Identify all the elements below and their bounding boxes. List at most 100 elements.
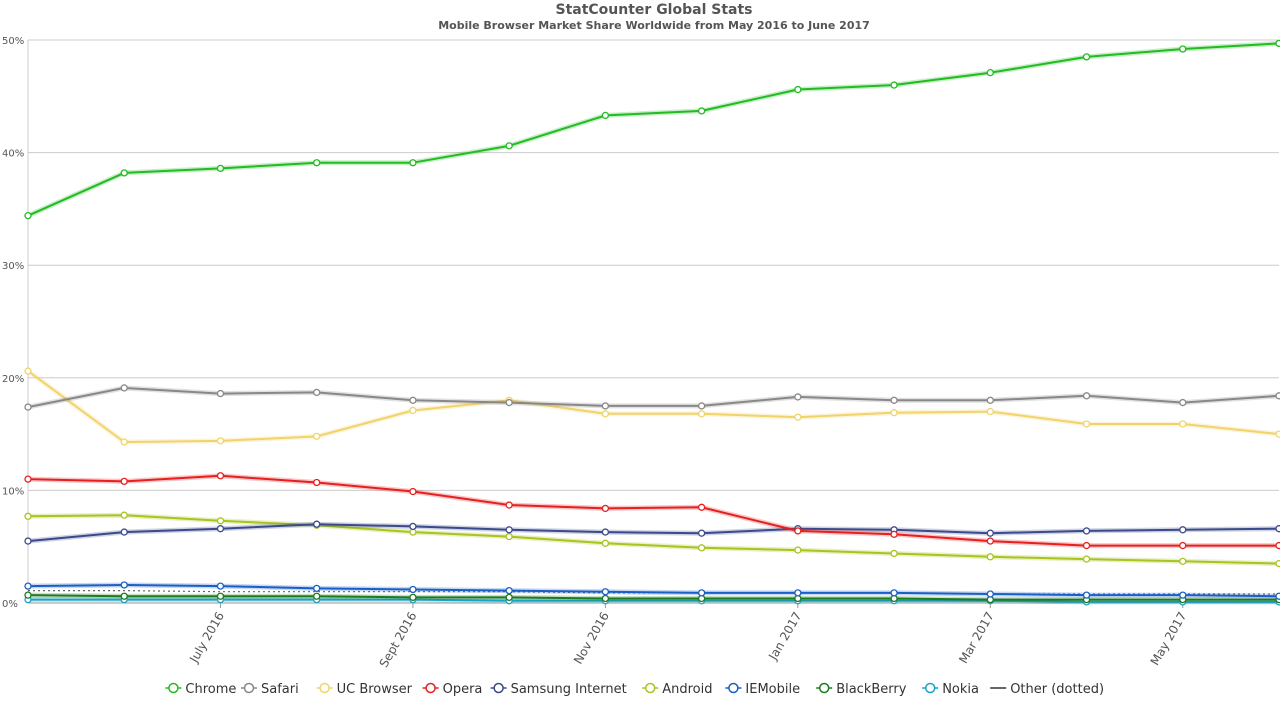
data-point[interactable] [24, 212, 32, 220]
data-point[interactable] [890, 530, 898, 538]
data-point[interactable] [216, 437, 225, 445]
data-point[interactable] [1179, 420, 1187, 428]
data-point[interactable] [120, 528, 128, 536]
data-point[interactable] [505, 142, 513, 150]
data-point[interactable] [1275, 559, 1280, 568]
data-point[interactable] [120, 511, 128, 519]
data-point[interactable] [409, 522, 417, 531]
data-point[interactable] [313, 388, 321, 397]
data-point[interactable] [794, 413, 802, 421]
legend-item-opera[interactable]: Opera [422, 682, 483, 697]
data-point[interactable] [1179, 541, 1187, 550]
data-point[interactable] [216, 582, 225, 590]
legend-item-samsung-internet[interactable]: Samsung Internet [490, 682, 627, 697]
data-point[interactable] [313, 584, 321, 593]
legend-item-safari[interactable]: Safari [241, 682, 299, 697]
legend-item-uc-browser[interactable]: UC Browser [316, 682, 413, 697]
data-point[interactable] [601, 528, 610, 536]
data-point[interactable] [120, 169, 128, 177]
data-point[interactable] [216, 592, 225, 600]
data-point[interactable] [120, 477, 128, 486]
data-point[interactable] [409, 396, 417, 404]
data-point[interactable] [601, 539, 610, 547]
data-point[interactable] [120, 581, 128, 589]
data-point[interactable] [1179, 557, 1187, 565]
data-point[interactable] [1275, 541, 1280, 550]
data-point[interactable] [1082, 527, 1091, 535]
data-point[interactable] [313, 520, 321, 528]
data-point[interactable] [986, 407, 994, 416]
data-point[interactable] [24, 591, 32, 599]
data-point[interactable] [1082, 420, 1091, 428]
data-point[interactable] [24, 582, 32, 590]
data-point[interactable] [1082, 53, 1091, 61]
data-point[interactable] [697, 544, 706, 552]
data-point[interactable] [986, 537, 994, 545]
data-point[interactable] [794, 589, 802, 597]
data-point[interactable] [1179, 45, 1187, 53]
data-point[interactable] [601, 588, 610, 596]
data-point[interactable] [409, 406, 417, 415]
data-point[interactable] [409, 593, 417, 602]
data-point[interactable] [794, 393, 802, 401]
data-point[interactable] [1275, 430, 1280, 438]
legend-item-nokia[interactable]: Nokia [922, 682, 979, 697]
legend-item-chrome[interactable]: Chrome [165, 682, 236, 697]
data-point[interactable] [601, 111, 610, 120]
data-point[interactable] [505, 586, 513, 595]
data-point[interactable] [1082, 392, 1091, 400]
data-point[interactable] [216, 164, 225, 173]
data-point[interactable] [1275, 39, 1280, 48]
data-point[interactable] [1082, 555, 1091, 563]
data-point[interactable] [505, 532, 513, 541]
data-point[interactable] [697, 402, 706, 410]
data-point[interactable] [1082, 541, 1091, 550]
data-point[interactable] [24, 512, 32, 520]
data-point[interactable] [890, 589, 898, 597]
data-point[interactable] [313, 592, 321, 600]
data-point[interactable] [1275, 592, 1280, 600]
data-point[interactable] [216, 389, 225, 398]
data-point[interactable] [890, 396, 898, 404]
data-point[interactable] [1082, 591, 1091, 599]
data-point[interactable] [986, 529, 994, 537]
data-point[interactable] [409, 585, 417, 594]
legend-item-android[interactable]: Android [642, 682, 712, 697]
data-point[interactable] [409, 487, 417, 496]
data-point[interactable] [601, 594, 610, 603]
data-point[interactable] [313, 159, 321, 167]
data-point[interactable] [890, 409, 898, 417]
data-point[interactable] [601, 504, 610, 513]
data-point[interactable] [216, 525, 225, 533]
data-point[interactable] [986, 553, 994, 561]
data-point[interactable] [505, 593, 513, 602]
data-point[interactable] [313, 432, 321, 441]
data-point[interactable] [986, 396, 994, 404]
data-point[interactable] [505, 526, 513, 534]
data-point[interactable] [505, 501, 513, 509]
legend-item-iemobile[interactable]: IEMobile [725, 682, 800, 697]
data-point[interactable] [1179, 398, 1187, 407]
data-point[interactable] [505, 398, 513, 407]
data-point[interactable] [697, 107, 706, 115]
data-point[interactable] [1179, 526, 1187, 534]
data-point[interactable] [24, 403, 32, 411]
data-point[interactable] [697, 503, 706, 511]
data-point[interactable] [697, 529, 706, 537]
data-point[interactable] [24, 537, 32, 545]
data-point[interactable] [120, 592, 128, 600]
data-point[interactable] [986, 69, 994, 77]
data-point[interactable] [986, 590, 994, 598]
data-point[interactable] [794, 546, 802, 554]
legend-item-other-dotted[interactable]: Other (dotted) [990, 682, 1104, 697]
data-point[interactable] [409, 159, 417, 167]
data-point[interactable] [601, 410, 610, 418]
data-point[interactable] [313, 478, 321, 487]
data-point[interactable] [697, 589, 706, 597]
data-point[interactable] [24, 367, 32, 375]
data-point[interactable] [890, 81, 898, 89]
data-point[interactable] [1275, 525, 1280, 533]
data-point[interactable] [120, 438, 128, 446]
data-point[interactable] [890, 549, 898, 558]
data-point[interactable] [120, 384, 128, 392]
